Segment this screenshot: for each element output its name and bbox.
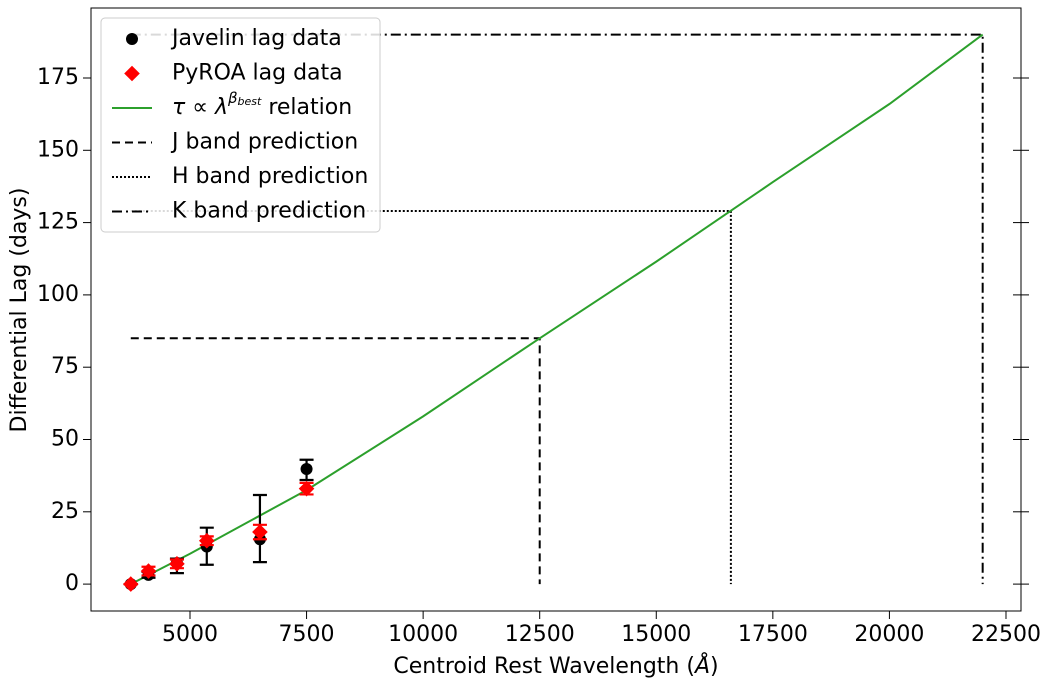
y-axis-label: Differential Lag (days) <box>7 188 32 433</box>
legend-label: Javelin lag data <box>170 26 342 51</box>
prediction-line <box>130 210 732 585</box>
legend-marker <box>124 65 140 82</box>
data-point <box>198 532 215 549</box>
y-tick-label: 100 <box>37 282 79 307</box>
legend-label-part: τ ∝ λ <box>172 95 228 120</box>
legend-label: J band prediction <box>170 130 358 155</box>
data-point <box>169 556 185 572</box>
x-tick-label: 17500 <box>738 622 808 647</box>
y-tick-label: 50 <box>51 426 79 451</box>
x-label-end: ) <box>710 654 719 679</box>
legend-marker <box>126 33 138 45</box>
y-tick-label: 25 <box>51 499 79 524</box>
x-tick-label: 5000 <box>162 622 218 647</box>
legend-label-part: relation <box>261 95 352 120</box>
data-point <box>140 563 157 579</box>
y-tick-label: 150 <box>37 137 79 162</box>
y-tick-label: 0 <box>65 571 79 596</box>
x-tick-label: 22500 <box>971 622 1041 647</box>
prediction-line <box>130 33 984 585</box>
legend-box <box>100 17 381 233</box>
x-tick-label: 7500 <box>279 622 335 647</box>
data-point <box>252 524 268 540</box>
legend-label: PyROA lag data <box>172 61 343 86</box>
y-tick-label: 75 <box>51 354 79 379</box>
legend-label: K band prediction <box>172 199 366 224</box>
data-point <box>300 462 313 475</box>
x-tick-label: 15000 <box>621 622 691 647</box>
y-tick-label: 125 <box>37 210 79 235</box>
x-tick-label: 10000 <box>388 622 458 647</box>
x-tick-label: 12500 <box>505 622 575 647</box>
x-axis-label: Centroid Rest Wavelength (Å) <box>393 652 718 679</box>
x-tick-label: 20000 <box>854 622 924 647</box>
legend-label-part: best <box>238 95 262 108</box>
data-point <box>298 480 315 497</box>
prediction-line <box>130 337 541 585</box>
relation-line <box>130 33 984 585</box>
x-label-text: Centroid Rest Wavelength ( <box>393 654 695 679</box>
plot-frame <box>90 7 1022 612</box>
legend-label-part: β <box>227 89 238 107</box>
y-tick-label: 175 <box>37 65 79 90</box>
x-label-unit: Å <box>693 652 710 679</box>
legend-label: τ ∝ λβbest relation <box>172 89 352 121</box>
legend-label: H band prediction <box>172 164 368 189</box>
data-point <box>122 576 139 592</box>
